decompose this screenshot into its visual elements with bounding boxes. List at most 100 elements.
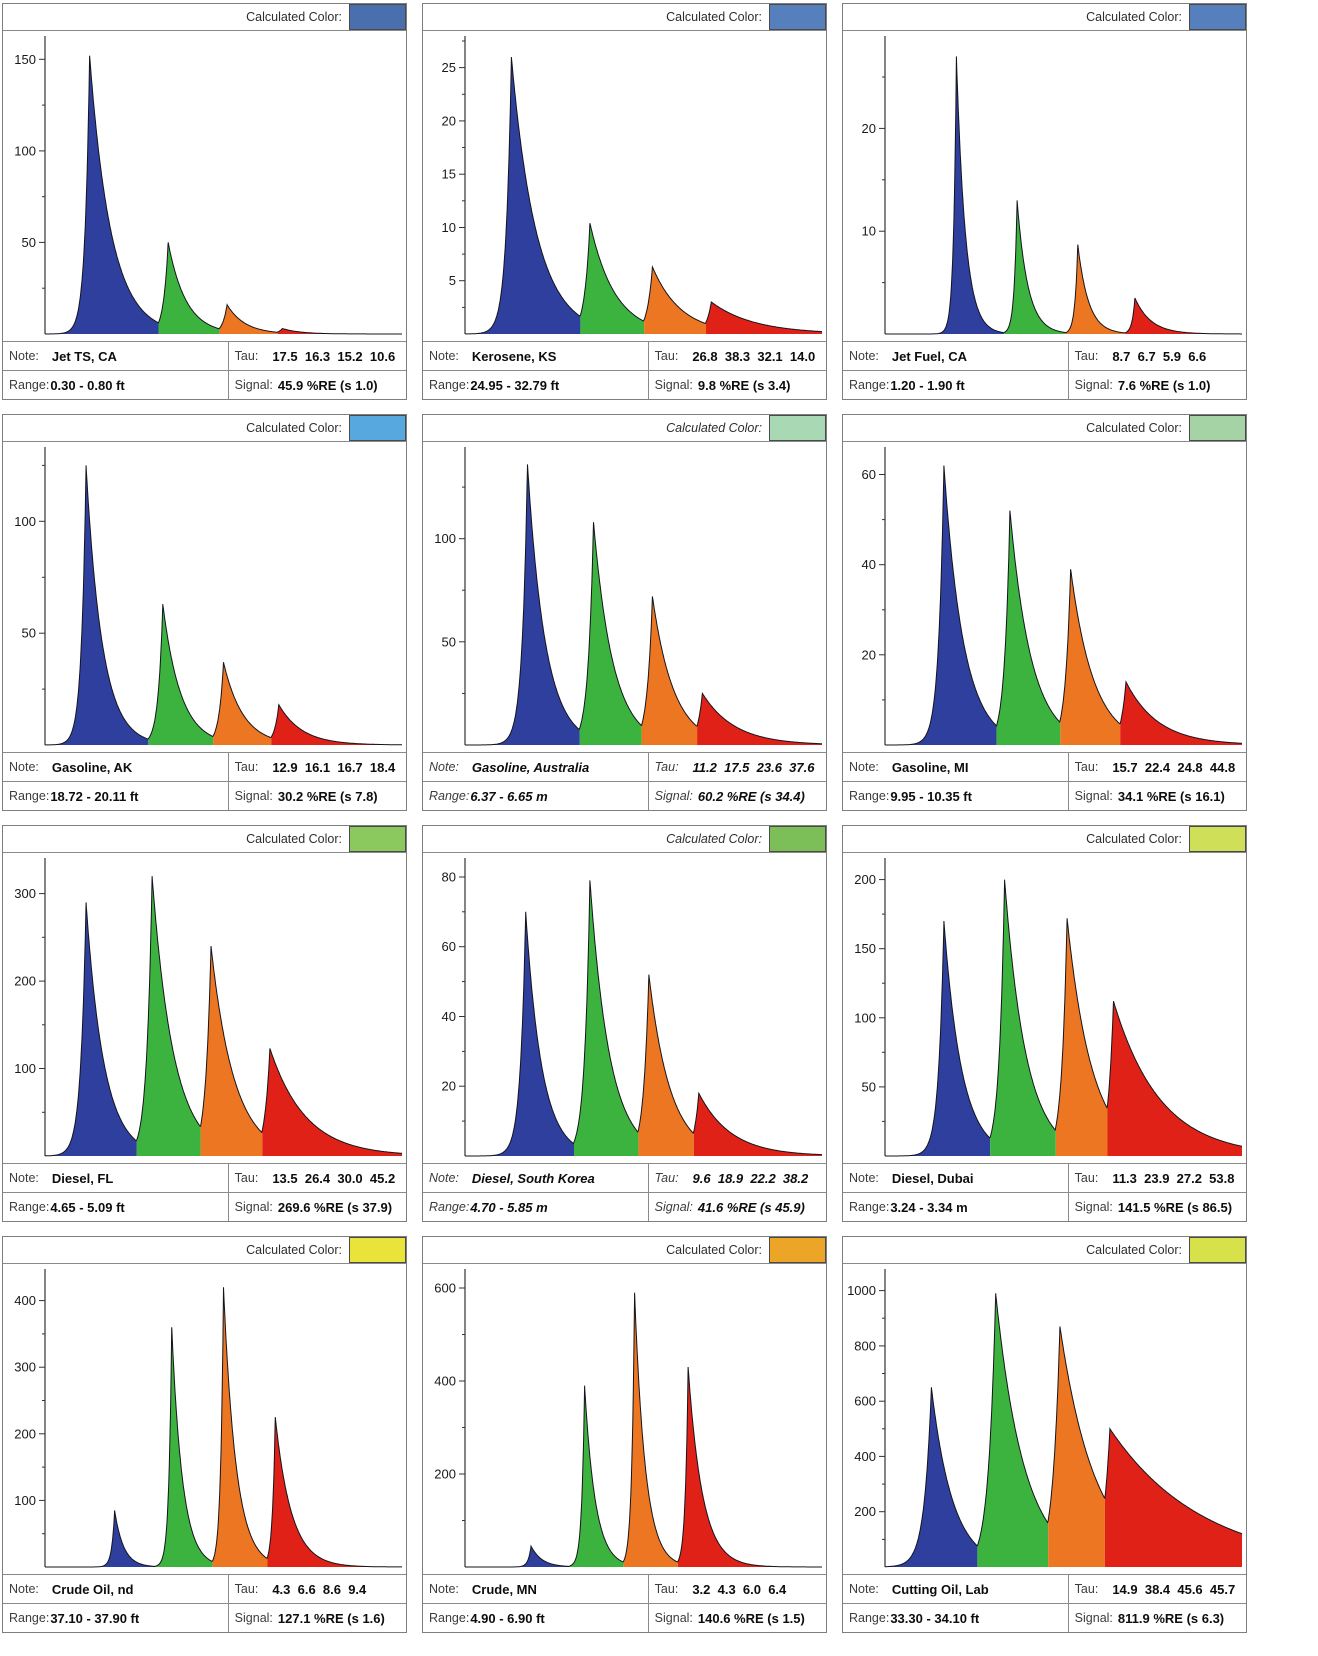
note-value: Gasoline, Australia	[471, 759, 590, 775]
tau-label: Tau:	[1074, 760, 1099, 774]
svg-text:50: 50	[22, 626, 36, 641]
range-cell: Range: 37.10 - 37.90 ft	[3, 1604, 229, 1632]
decay-chart: 20 40 60 80	[423, 853, 826, 1163]
chart-panel: Calculated Color: 100 200 300 400 Note: Cru…	[2, 1236, 407, 1633]
range-value: 18.72 - 20.11 ft	[50, 788, 139, 804]
range-value: 6.37 - 6.65 m	[470, 788, 548, 804]
signal-cell: Signal: 127.1 %RE (s 1.6)	[229, 1604, 406, 1632]
note-label: Note:	[849, 349, 879, 363]
svg-text:600: 600	[434, 1281, 456, 1296]
chart-panel: Calculated Color: 100 200 300 Note: Diesel…	[2, 825, 407, 1222]
tau-values: 26.8 38.3 32.1 14.0	[692, 348, 816, 364]
range-label: Range:	[849, 1200, 890, 1214]
decay-chart: 200 400 600 800 1000	[843, 1264, 1246, 1574]
calculated-color-swatch	[349, 4, 406, 30]
note-cell: Note: Gasoline, AK	[3, 753, 229, 781]
decay-plot: 200 400 600	[434, 1269, 822, 1568]
panel-header: Calculated Color:	[843, 4, 1246, 31]
calculated-color-swatch	[1189, 1237, 1246, 1263]
calculated-color-label: Calculated Color:	[1086, 421, 1182, 435]
tau-label: Tau:	[654, 760, 679, 774]
range-cell: Range: 4.90 - 6.90 ft	[423, 1604, 649, 1632]
signal-cell: Signal: 34.1 %RE (s 16.1)	[1069, 782, 1246, 810]
svg-text:60: 60	[442, 939, 456, 954]
svg-text:20: 20	[862, 647, 876, 662]
note-value: Diesel, Dubai	[891, 1170, 974, 1186]
tau-label: Tau:	[234, 1171, 259, 1185]
decay-plot: 5 10 15 20 25	[442, 36, 823, 335]
chart-panel: Calculated Color: 20 40 60 Note: Gasoline,…	[842, 414, 1247, 811]
svg-text:800: 800	[854, 1338, 876, 1353]
note-value: Cutting Oil, Lab	[891, 1581, 989, 1597]
note-label: Note:	[429, 1582, 459, 1596]
svg-text:40: 40	[862, 557, 876, 572]
decay-plot: 50 100	[14, 447, 402, 746]
signal-value: 7.6 %RE (s 1.0)	[1117, 377, 1211, 393]
svg-text:300: 300	[14, 886, 36, 901]
signal-cell: Signal: 9.8 %RE (s 3.4)	[649, 371, 826, 399]
signal-value: 269.6 %RE (s 37.9)	[277, 1199, 393, 1215]
chart-panel: Calculated Color: 50 100 Note: Gasoline, …	[2, 414, 407, 811]
signal-label: Signal:	[654, 1611, 693, 1625]
decay-chart: 100 200 300 400	[3, 1264, 406, 1574]
note-label: Note:	[849, 1171, 879, 1185]
note-tau-row: Note: Jet TS, CA Tau: 17.5 16.3 15.2 10.…	[3, 341, 406, 370]
range-cell: Range: 3.24 - 3.34 m	[843, 1193, 1069, 1221]
signal-value: 127.1 %RE (s 1.6)	[277, 1610, 385, 1626]
range-label: Range:	[849, 378, 890, 392]
panel-header: Calculated Color:	[423, 4, 826, 31]
range-value: 33.30 - 34.10 ft	[890, 1610, 980, 1626]
svg-text:10: 10	[862, 224, 876, 239]
note-value: Crude, MN	[471, 1581, 537, 1597]
range-cell: Range: 9.95 - 10.35 ft	[843, 782, 1069, 810]
note-cell: Note: Kerosene, KS	[423, 342, 649, 370]
note-cell: Note: Crude, MN	[423, 1575, 649, 1603]
tau-values: 8.7 6.7 5.9 6.6	[1112, 348, 1207, 364]
note-label: Note:	[849, 1582, 879, 1596]
chart-panel: Calculated Color: 5 10 15 20 25 Note: Kerose…	[422, 3, 827, 400]
tau-label: Tau:	[1074, 349, 1099, 363]
note-cell: Note: Diesel, FL	[3, 1164, 229, 1192]
note-cell: Note: Cutting Oil, Lab	[843, 1575, 1069, 1603]
note-label: Note:	[9, 1171, 39, 1185]
range-signal-row: Range: 24.95 - 32.79 ft Signal: 9.8 %RE …	[423, 370, 826, 399]
svg-text:20: 20	[862, 121, 876, 136]
calculated-color-label: Calculated Color:	[666, 1243, 762, 1257]
svg-text:100: 100	[434, 531, 456, 546]
range-signal-row: Range: 4.65 - 5.09 ft Signal: 269.6 %RE …	[3, 1192, 406, 1221]
svg-text:300: 300	[14, 1360, 36, 1375]
range-signal-row: Range: 4.70 - 5.85 m Signal: 41.6 %RE (s…	[423, 1192, 826, 1221]
decay-plot: 200 400 600 800 1000	[847, 1269, 1243, 1568]
tau-values: 13.5 26.4 30.0 45.2	[272, 1170, 396, 1186]
note-tau-row: Note: Cutting Oil, Lab Tau: 14.9 38.4 45…	[843, 1574, 1246, 1603]
note-value: Jet TS, CA	[51, 348, 117, 364]
note-cell: Note: Diesel, South Korea	[423, 1164, 649, 1192]
calculated-color-label: Calculated Color:	[666, 832, 762, 846]
range-value: 4.65 - 5.09 ft	[50, 1199, 125, 1215]
signal-value: 140.6 %RE (s 1.5)	[697, 1610, 805, 1626]
range-signal-row: Range: 1.20 - 1.90 ft Signal: 7.6 %RE (s…	[843, 370, 1246, 399]
note-value: Gasoline, AK	[51, 759, 133, 775]
decay-chart: 50 100 150 200	[843, 853, 1246, 1163]
range-value: 9.95 - 10.35 ft	[890, 788, 972, 804]
calculated-color-swatch	[769, 415, 826, 441]
decay-plot: 100 200 300 400	[14, 1269, 402, 1568]
tau-label: Tau:	[234, 760, 259, 774]
range-value: 24.95 - 32.79 ft	[470, 377, 560, 393]
svg-text:400: 400	[434, 1374, 456, 1389]
note-tau-row: Note: Crude Oil, nd Tau: 4.3 6.6 8.6 9.4	[3, 1574, 406, 1603]
signal-cell: Signal: 60.2 %RE (s 34.4)	[649, 782, 826, 810]
tau-label: Tau:	[654, 1171, 679, 1185]
svg-text:400: 400	[854, 1449, 876, 1464]
tau-label: Tau:	[654, 349, 679, 363]
range-signal-row: Range: 33.30 - 34.10 ft Signal: 811.9 %R…	[843, 1603, 1246, 1632]
range-signal-row: Range: 18.72 - 20.11 ft Signal: 30.2 %RE…	[3, 781, 406, 810]
range-signal-row: Range: 0.30 - 0.80 ft Signal: 45.9 %RE (…	[3, 370, 406, 399]
panel-header: Calculated Color:	[423, 415, 826, 442]
calculated-color-swatch	[349, 1237, 406, 1263]
decay-chart: 50 100	[423, 442, 826, 752]
range-label: Range:	[849, 1611, 890, 1625]
range-label: Range:	[429, 378, 470, 392]
tau-values: 12.9 16.1 16.7 18.4	[272, 759, 396, 775]
note-value: Diesel, FL	[51, 1170, 114, 1186]
